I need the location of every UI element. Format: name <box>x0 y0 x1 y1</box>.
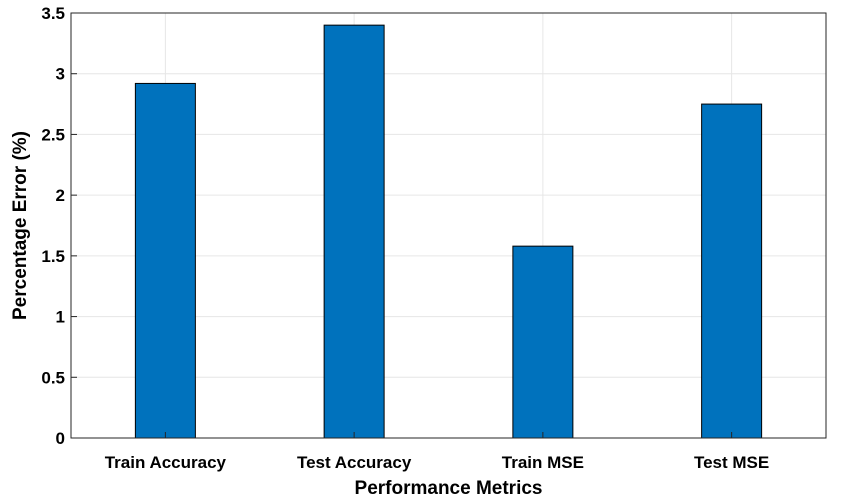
x-tick-label: Test MSE <box>694 453 769 472</box>
y-tick-label: 0.5 <box>41 368 65 387</box>
y-tick-label: 1 <box>56 308 65 327</box>
tick-labels: 0 0.5 1 1.5 2 2.5 3 3.5 Train Accuracy Test Accur… <box>41 4 769 472</box>
x-tick-label: Train Accuracy <box>105 453 227 472</box>
y-tick-label: 2 <box>56 186 65 205</box>
x-tick-label: Train MSE <box>502 453 584 472</box>
bar <box>512 245 574 439</box>
axes <box>70 12 827 439</box>
y-tick-label: 3.5 <box>41 4 65 23</box>
bar <box>701 103 763 439</box>
y-axis-title: Percentage Error (%) <box>10 131 31 320</box>
y-tick-label: 3 <box>56 65 65 84</box>
y-tick-label: 1.5 <box>41 247 65 266</box>
axes-box <box>70 12 827 439</box>
bar <box>134 82 196 439</box>
y-tick-label: 2.5 <box>41 125 65 144</box>
bar <box>323 24 385 439</box>
y-tick-label: 0 <box>56 429 65 448</box>
x-axis-title: Performance Metrics <box>355 478 543 499</box>
bars <box>134 24 763 439</box>
x-tick-label: Test Accuracy <box>297 453 412 472</box>
